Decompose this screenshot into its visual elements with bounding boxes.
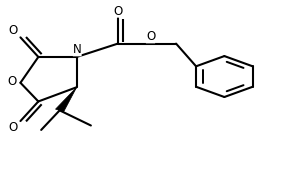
Text: O: O <box>9 121 18 134</box>
Text: O: O <box>113 4 122 18</box>
Text: O: O <box>9 24 18 37</box>
Text: O: O <box>146 30 155 43</box>
Text: O: O <box>8 75 17 88</box>
Polygon shape <box>55 87 77 112</box>
Text: N: N <box>73 43 82 56</box>
